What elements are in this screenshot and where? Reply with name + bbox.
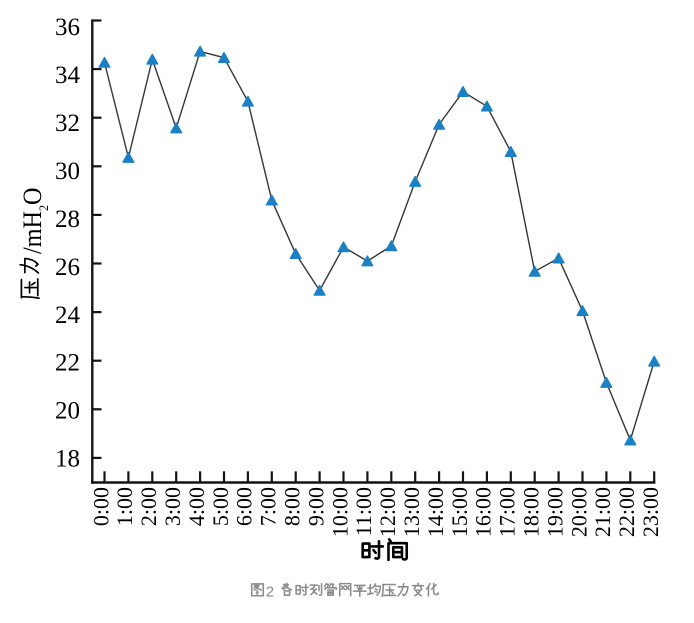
svg-text:20: 20 xyxy=(55,398,80,425)
svg-text:18: 18 xyxy=(55,446,80,473)
svg-text:0:00: 0:00 xyxy=(88,487,113,526)
svg-text:34: 34 xyxy=(55,62,81,89)
svg-text:19:00: 19:00 xyxy=(542,487,567,537)
svg-text:6:00: 6:00 xyxy=(232,487,257,526)
svg-text:3:00: 3:00 xyxy=(160,487,185,526)
svg-text:21:00: 21:00 xyxy=(590,487,615,537)
svg-text:22: 22 xyxy=(55,350,80,377)
svg-text:2:00: 2:00 xyxy=(136,487,161,526)
svg-text:12:00: 12:00 xyxy=(375,487,400,537)
svg-text:28: 28 xyxy=(55,206,80,233)
svg-text:36: 36 xyxy=(55,14,80,41)
svg-text:7:00: 7:00 xyxy=(256,487,281,526)
svg-text:/mH2O: /mH2O xyxy=(19,188,51,254)
svg-text:13:00: 13:00 xyxy=(399,487,424,537)
svg-text:14:00: 14:00 xyxy=(423,487,448,537)
svg-text:24: 24 xyxy=(55,302,81,329)
svg-text:23:00: 23:00 xyxy=(638,487,663,537)
svg-text:32: 32 xyxy=(55,110,80,137)
svg-text:10:00: 10:00 xyxy=(327,487,352,537)
svg-text:26: 26 xyxy=(55,254,80,281)
svg-text:2: 2 xyxy=(266,584,274,601)
svg-text:1:00: 1:00 xyxy=(112,487,137,526)
svg-text:30: 30 xyxy=(55,158,80,185)
svg-text:22:00: 22:00 xyxy=(614,487,639,537)
svg-text:16:00: 16:00 xyxy=(471,487,496,537)
svg-text:9:00: 9:00 xyxy=(303,487,328,526)
svg-text:18:00: 18:00 xyxy=(519,487,544,537)
svg-text:5:00: 5:00 xyxy=(208,487,233,526)
svg-text:20:00: 20:00 xyxy=(566,487,591,537)
svg-text:11:00: 11:00 xyxy=(351,487,376,536)
svg-text:15:00: 15:00 xyxy=(447,487,472,537)
svg-text:17:00: 17:00 xyxy=(495,487,520,537)
svg-text:8:00: 8:00 xyxy=(280,487,305,526)
svg-text:4:00: 4:00 xyxy=(184,487,209,526)
